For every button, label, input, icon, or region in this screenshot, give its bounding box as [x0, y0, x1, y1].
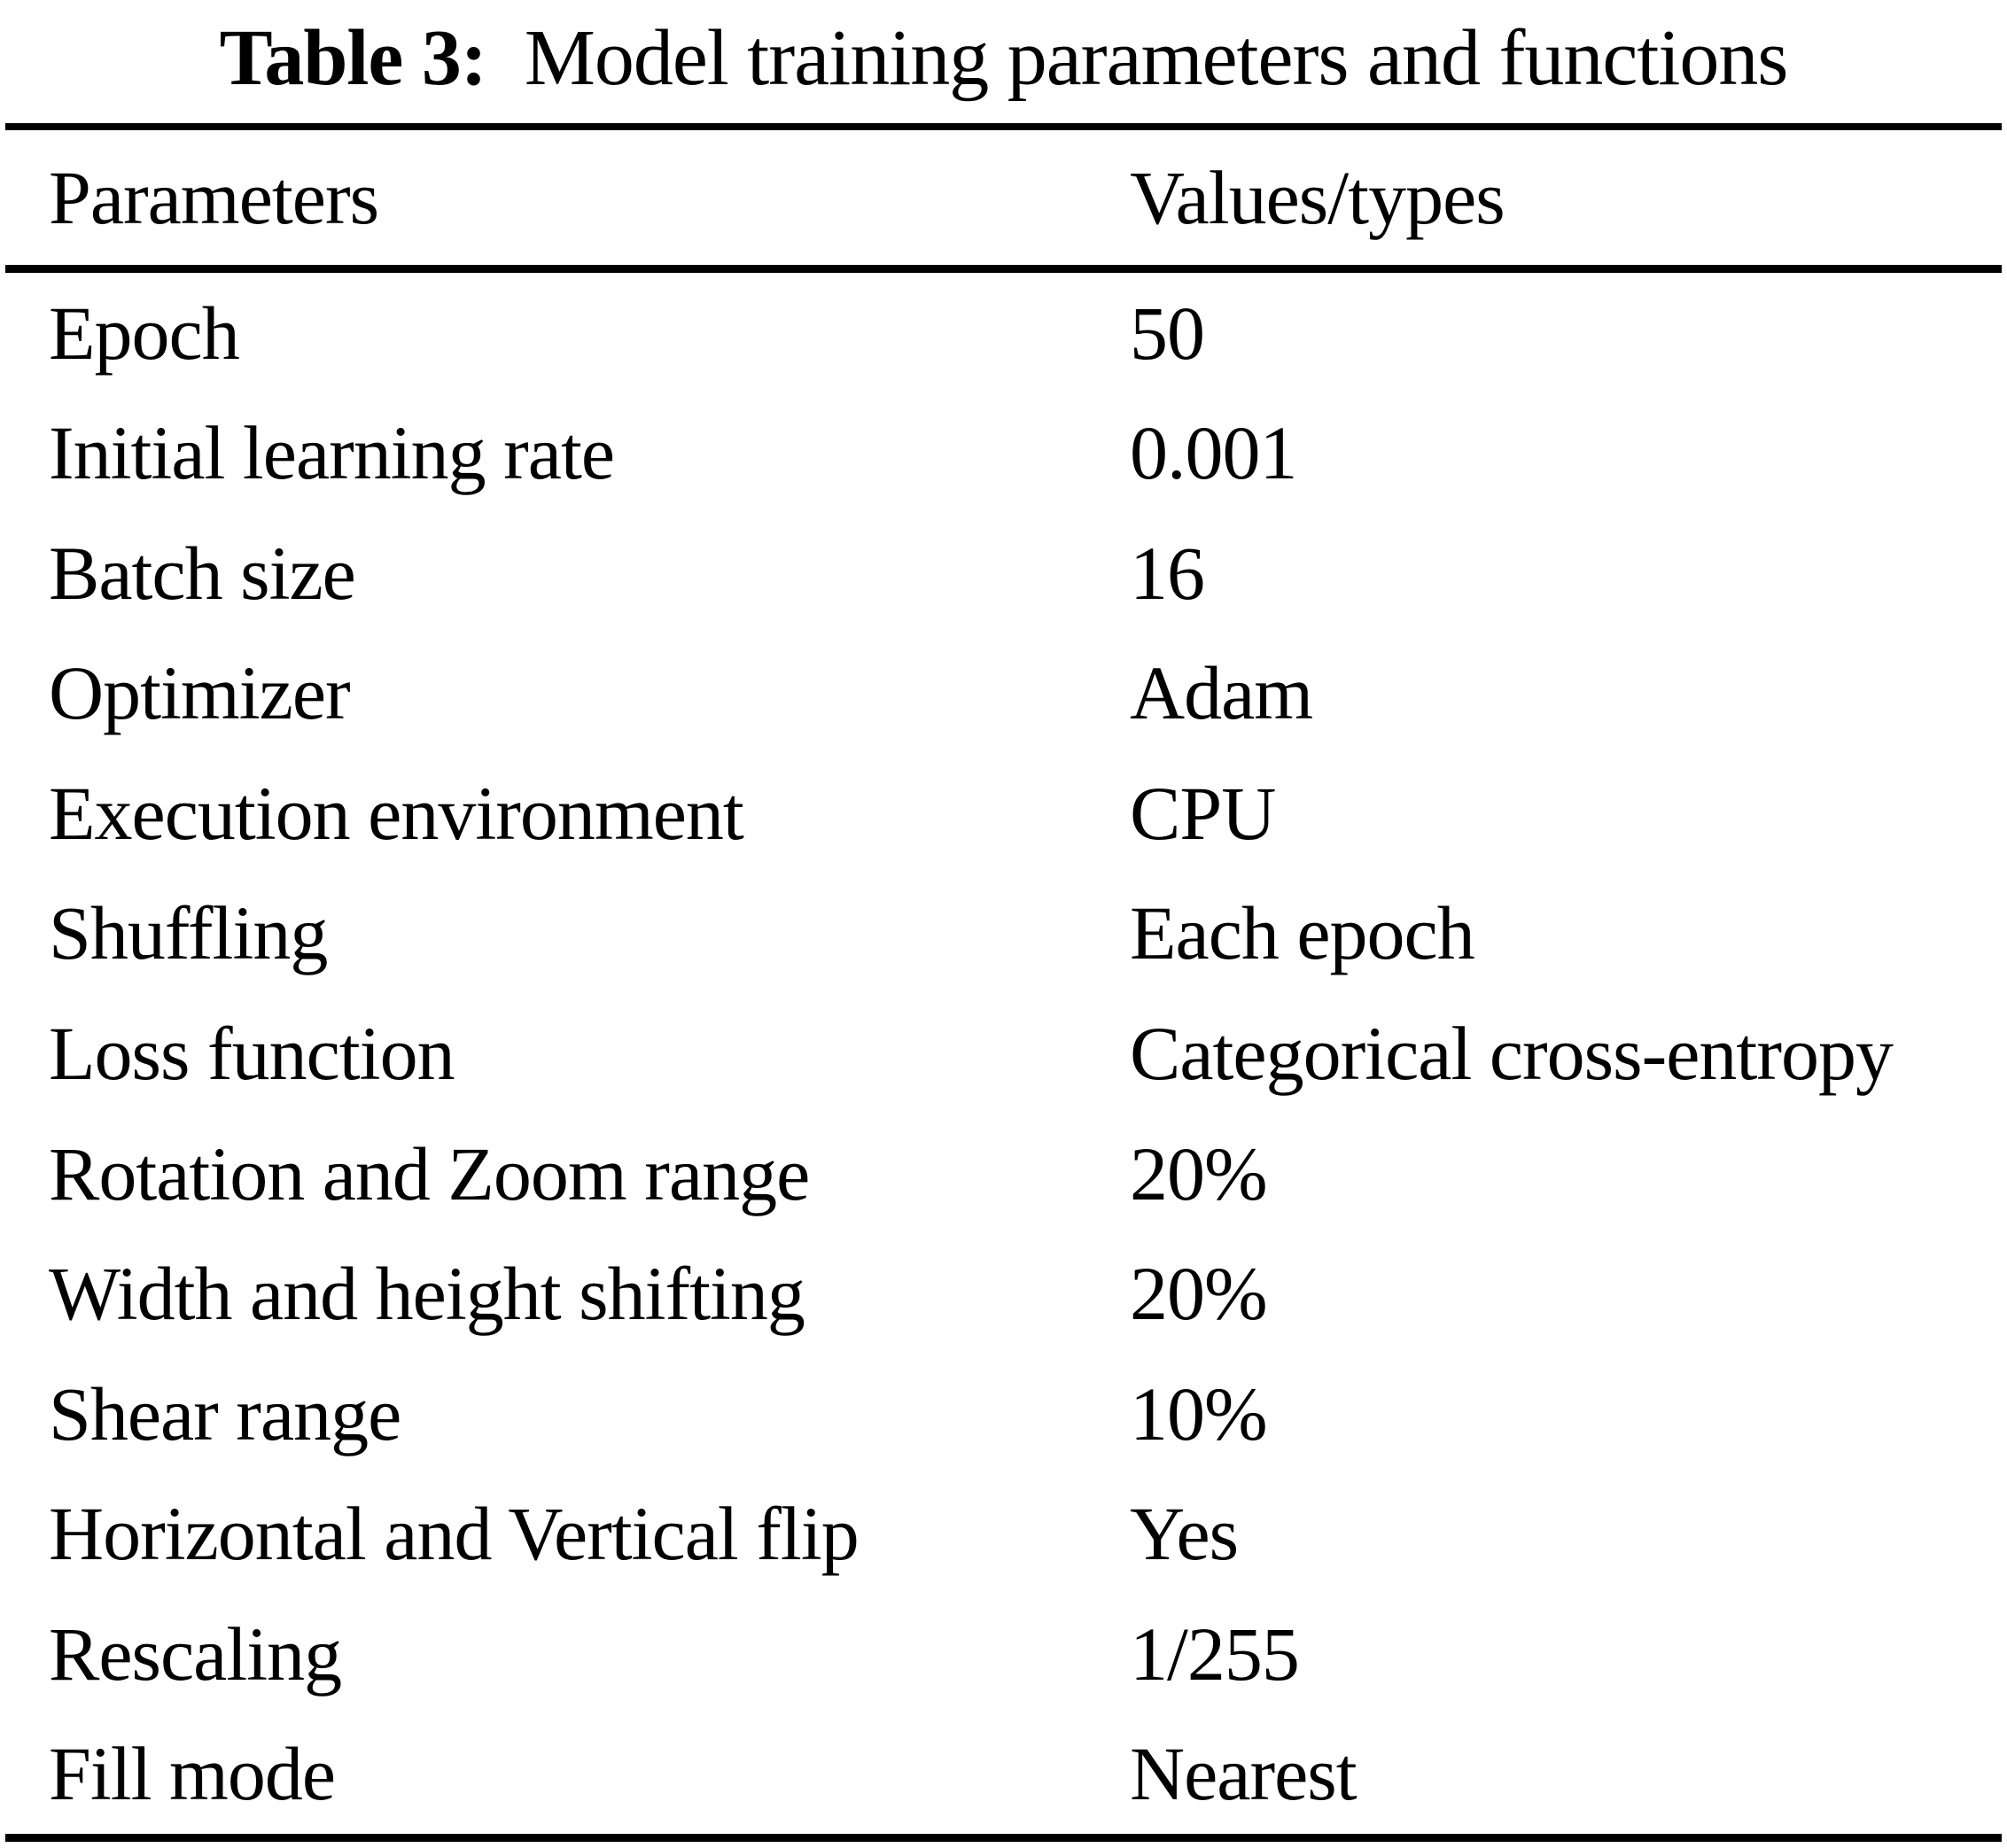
value-cell: 1/255	[1130, 1611, 1300, 1697]
value-cell: 10%	[1130, 1370, 1268, 1456]
parameter-cell: Loss function	[49, 1010, 455, 1096]
table-row: Shuffling Each epoch	[0, 874, 2007, 994]
value-cell: 20%	[1130, 1251, 1268, 1337]
table-row: Batch size 16	[0, 513, 2007, 633]
value-cell: Each epoch	[1130, 890, 1475, 976]
value-cell: Categorical cross-entropy	[1130, 1010, 1894, 1096]
table-row: Rotation and Zoom range 20%	[0, 1114, 2007, 1234]
parameter-cell: Optimizer	[49, 650, 351, 736]
caption-label: Table 3:	[219, 13, 487, 102]
table-rows: Epoch 50 Initial learning rate 0.001 Bat…	[0, 273, 2007, 1834]
table-row: Rescaling 1/255	[0, 1594, 2007, 1714]
parameter-cell: Initial learning rate	[49, 410, 615, 496]
value-cell: 50	[1130, 290, 1205, 376]
table-header-row: Parameters Values/types	[0, 130, 2007, 265]
parameter-cell: Batch size	[49, 530, 356, 616]
top-rule	[5, 123, 2002, 130]
table-row: Initial learning rate 0.001	[0, 393, 2007, 514]
caption-text: Model training parameters and functions	[486, 13, 1789, 102]
table-caption: Table 3: Model training parameters and f…	[0, 0, 2007, 115]
table-row: Loss function Categorical cross-entropy	[0, 993, 2007, 1114]
parameter-cell: Rotation and Zoom range	[49, 1130, 810, 1216]
parameter-cell: Horizontal and Vertical flip	[49, 1491, 860, 1577]
column-header-parameters: Parameters	[49, 155, 379, 240]
table-row: Shear range 10%	[0, 1354, 2007, 1474]
parameter-cell: Rescaling	[49, 1611, 342, 1697]
table-row: Epoch 50	[0, 273, 2007, 393]
value-cell: 20%	[1130, 1130, 1268, 1216]
value-cell: Nearest	[1130, 1731, 1357, 1817]
parameter-cell: Epoch	[49, 290, 240, 376]
table-row: Fill mode Nearest	[0, 1713, 2007, 1834]
bottom-rule	[5, 1834, 2002, 1842]
value-cell: Adam	[1130, 650, 1313, 736]
value-cell: 16	[1130, 530, 1205, 616]
value-cell: 0.001	[1130, 410, 1298, 496]
table-row: Horizontal and Vertical flip Yes	[0, 1473, 2007, 1594]
value-cell: CPU	[1130, 770, 1276, 856]
parameter-cell: Fill mode	[49, 1731, 336, 1817]
value-cell: Yes	[1130, 1491, 1239, 1577]
table-row: Width and height shifting 20%	[0, 1233, 2007, 1354]
parameter-cell: Execution environment	[49, 770, 744, 856]
parameter-cell: Width and height shifting	[49, 1251, 805, 1337]
parameter-cell: Shear range	[49, 1370, 401, 1456]
column-header-values: Values/types	[1130, 155, 1505, 240]
parameter-cell: Shuffling	[49, 890, 328, 976]
header-rule	[5, 265, 2002, 273]
table-row: Optimizer Adam	[0, 633, 2007, 754]
table-row: Execution environment CPU	[0, 753, 2007, 874]
